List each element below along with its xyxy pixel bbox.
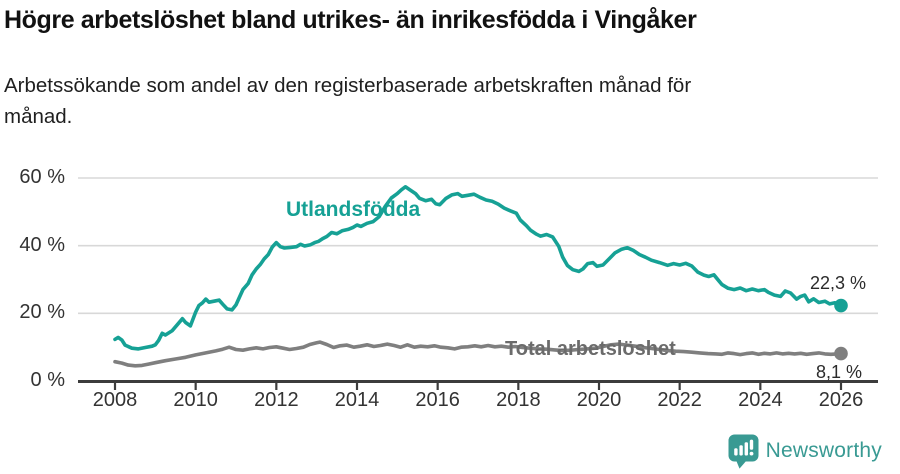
series-label-utlandsfodda: Utlandsfödda [286, 198, 421, 221]
x-tick-label: 2012 [254, 389, 299, 411]
y-tick-label: 60 % [19, 166, 65, 188]
x-tick-label: 2026 [818, 389, 864, 411]
end-dot-total-arbetsl-shet [834, 346, 848, 361]
subtitle-line-2: månad. [4, 105, 73, 128]
subtitle-line-1: Arbetssökande som andel av den registerb… [4, 74, 692, 97]
page-title: Högre arbetslöshet bland utrikes- än inr… [4, 6, 697, 34]
x-tick-label: 2010 [173, 389, 218, 411]
y-tick-label: 0 % [30, 369, 65, 391]
newsworthy-wordmark: Newsworthy [765, 439, 882, 462]
end-value-label-total: 8,1 % [815, 362, 862, 382]
x-tick-label: 2024 [738, 389, 783, 411]
x-tick-label: 2022 [657, 389, 702, 411]
series-line-total-arbetsl-shet [113, 340, 843, 368]
x-tick-label: 2018 [496, 389, 541, 411]
series-label-total-arbetsloshet: Total arbetslöshet [505, 338, 676, 360]
newsworthy-logo[interactable]: Newsworthy [728, 432, 882, 470]
y-tick-label: 20 % [19, 301, 65, 324]
chart-subtitle: Arbetssökande som andel av den registerb… [4, 70, 864, 132]
y-tick-label: 40 % [19, 233, 65, 256]
x-tick-label: 2020 [576, 389, 622, 411]
x-tick-label: 2014 [334, 389, 380, 411]
newsworthy-bars-icon [728, 434, 759, 469]
series-line-utlandsf-dda [113, 185, 843, 351]
end-value-label-utlandsfodda: 22,3 % [809, 273, 866, 293]
x-tick-label: 2008 [92, 389, 138, 411]
end-dot-utlandsf-dda [834, 298, 848, 313]
x-tick-label: 2016 [415, 389, 460, 411]
